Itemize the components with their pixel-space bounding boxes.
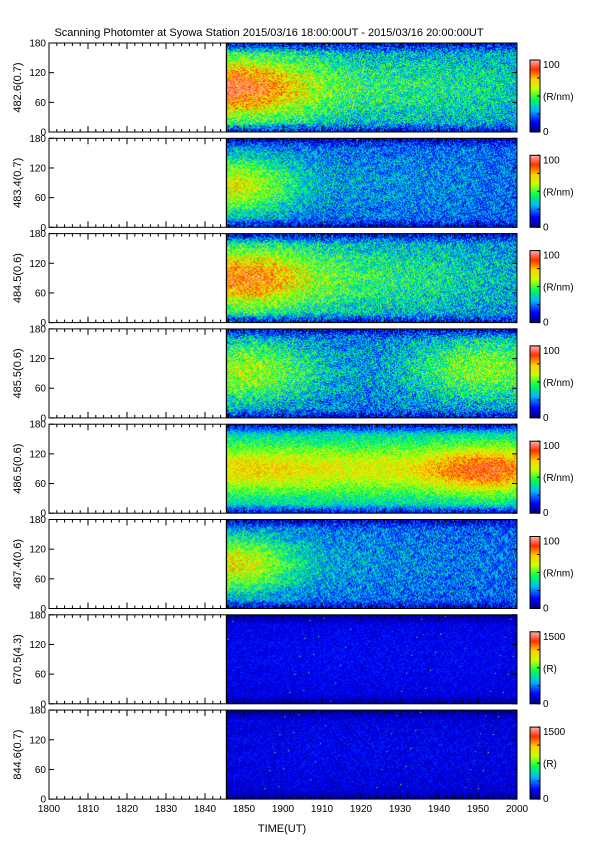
colorbar-max-label: 100 <box>543 60 560 71</box>
heatmap-image <box>226 519 517 609</box>
x-axis-label: TIME(UT) <box>258 823 306 835</box>
y-tick-label: 0 <box>40 699 46 710</box>
y-tick-label: 0 <box>40 128 46 139</box>
panel-ylabel: 670.5(4.3) <box>12 634 24 684</box>
y-tick-label: 0 <box>40 509 46 520</box>
heatmap-image <box>226 138 517 228</box>
y-tick-label: 60 <box>35 193 47 204</box>
x-tick-label: 1800 <box>38 804 61 815</box>
x-tick-label: 1810 <box>77 804 100 815</box>
panel-2: 0 60 120 180 483.4(0.7) 100 (R/nm) 0 <box>12 134 574 234</box>
panel-8: 0 60 120 180 844.6(0.7) 1500 (R) 0 <box>12 706 566 806</box>
chart-title: Scanning Photomter at Syowa Station 2015… <box>54 27 483 39</box>
colorbar-min-label: 0 <box>543 222 549 233</box>
colorbar-unit-label: (R/nm) <box>543 473 574 484</box>
y-tick-label: 120 <box>29 163 46 174</box>
panel-ylabel: 484.5(0.6) <box>12 253 24 303</box>
panel-5: 0 60 120 180 486.5(0.6) 100 (R/nm) 0 <box>12 420 574 520</box>
colorbar-min-label: 0 <box>543 127 549 138</box>
y-tick-label: 0 <box>40 318 46 329</box>
colorbar-max-label: 100 <box>543 251 560 262</box>
y-tick-label: 120 <box>29 259 46 270</box>
heatmap-image <box>226 328 517 418</box>
colorbar-max-label: 100 <box>543 441 560 452</box>
heatmap-image <box>226 614 517 704</box>
y-tick-label: 180 <box>29 515 46 526</box>
x-tick-label: 1920 <box>350 804 373 815</box>
y-tick-label: 180 <box>29 134 46 145</box>
y-tick-label: 120 <box>29 449 46 460</box>
panel-ylabel: 487.4(0.6) <box>12 539 24 589</box>
y-tick-label: 0 <box>40 413 46 424</box>
colorbar-unit-label: (R) <box>543 664 557 675</box>
colorbar-unit-label: (R) <box>543 759 557 770</box>
x-tick-label: 1940 <box>428 804 451 815</box>
y-tick-label: 120 <box>29 354 46 365</box>
colorbar-max-label: 100 <box>543 346 560 357</box>
y-tick-label: 180 <box>29 39 46 50</box>
colorbar-unit-label: (R/nm) <box>543 569 574 580</box>
colorbar-max-label: 1500 <box>543 727 566 738</box>
heatmap-image <box>226 43 517 132</box>
y-tick-label: 120 <box>29 735 46 746</box>
colorbar-unit-label: (R/nm) <box>543 283 574 294</box>
colorbar-max-label: 1500 <box>543 632 566 643</box>
colorbar-unit-label: (R/nm) <box>543 378 574 389</box>
y-tick-label: 60 <box>35 574 47 585</box>
y-tick-label: 60 <box>35 765 47 776</box>
y-tick-label: 180 <box>29 610 46 621</box>
x-tick-label: 1830 <box>155 804 178 815</box>
panel-7: 0 60 120 180 670.5(4.3) 1500 (R) 0 <box>12 610 566 710</box>
x-tick-label: 1840 <box>194 804 217 815</box>
panel-ylabel: 844.6(0.7) <box>12 730 24 780</box>
panel-4: 0 60 120 180 485.5(0.6) 100 (R/nm) 0 <box>12 324 574 424</box>
x-tick-label: 1950 <box>467 804 490 815</box>
y-tick-label: 120 <box>29 545 46 556</box>
y-tick-label: 180 <box>29 420 46 431</box>
y-tick-label: 180 <box>29 324 46 335</box>
colorbar-unit-label: (R/nm) <box>543 187 574 198</box>
panel-ylabel: 486.5(0.6) <box>12 444 24 494</box>
y-tick-label: 180 <box>29 229 46 240</box>
heatmap-image <box>226 424 517 514</box>
y-tick-label: 60 <box>35 98 47 109</box>
colorbar-min-label: 0 <box>543 794 549 805</box>
y-tick-label: 0 <box>40 604 46 615</box>
y-tick-label: 180 <box>29 706 46 717</box>
colorbar-min-label: 0 <box>543 604 549 615</box>
y-tick-label: 60 <box>35 479 47 490</box>
x-tick-label: 1850 <box>233 804 256 815</box>
colorbar-min-label: 0 <box>543 318 549 329</box>
panel-ylabel: 482.6(0.7) <box>12 62 24 112</box>
y-tick-label: 60 <box>35 384 47 395</box>
y-tick-label: 60 <box>35 670 47 681</box>
colorbar-min-label: 0 <box>543 508 549 519</box>
y-tick-label: 60 <box>35 288 47 299</box>
y-tick-label: 0 <box>40 795 46 806</box>
colorbar-max-label: 100 <box>543 155 560 166</box>
y-tick-label: 120 <box>29 68 46 79</box>
colorbar-min-label: 0 <box>543 699 549 710</box>
panel-ylabel: 485.5(0.6) <box>12 348 24 398</box>
panel-ylabel: 483.4(0.7) <box>12 158 24 208</box>
panel-3: 0 60 120 180 484.5(0.6) 100 (R/nm) 0 <box>12 229 574 329</box>
x-tick-label: 1820 <box>116 804 139 815</box>
colorbar-min-label: 0 <box>543 413 549 424</box>
colorbar-max-label: 100 <box>543 537 560 548</box>
x-tick-label: 1910 <box>311 804 334 815</box>
x-tick-label: 1930 <box>389 804 412 815</box>
colorbar-unit-label: (R/nm) <box>543 92 574 103</box>
heatmap-image <box>226 233 517 323</box>
x-tick-label: 2000 <box>506 804 529 815</box>
panel-6: 0 60 120 180 487.4(0.6) 100 (R/nm) 0 <box>12 515 574 615</box>
y-tick-label: 0 <box>40 223 46 234</box>
x-tick-label: 1900 <box>272 804 295 815</box>
y-tick-label: 120 <box>29 640 46 651</box>
heatmap-image <box>226 710 517 800</box>
panel-1: 0 60 120 180 482.6(0.7) 100 (R/nm) 0 <box>12 39 574 139</box>
